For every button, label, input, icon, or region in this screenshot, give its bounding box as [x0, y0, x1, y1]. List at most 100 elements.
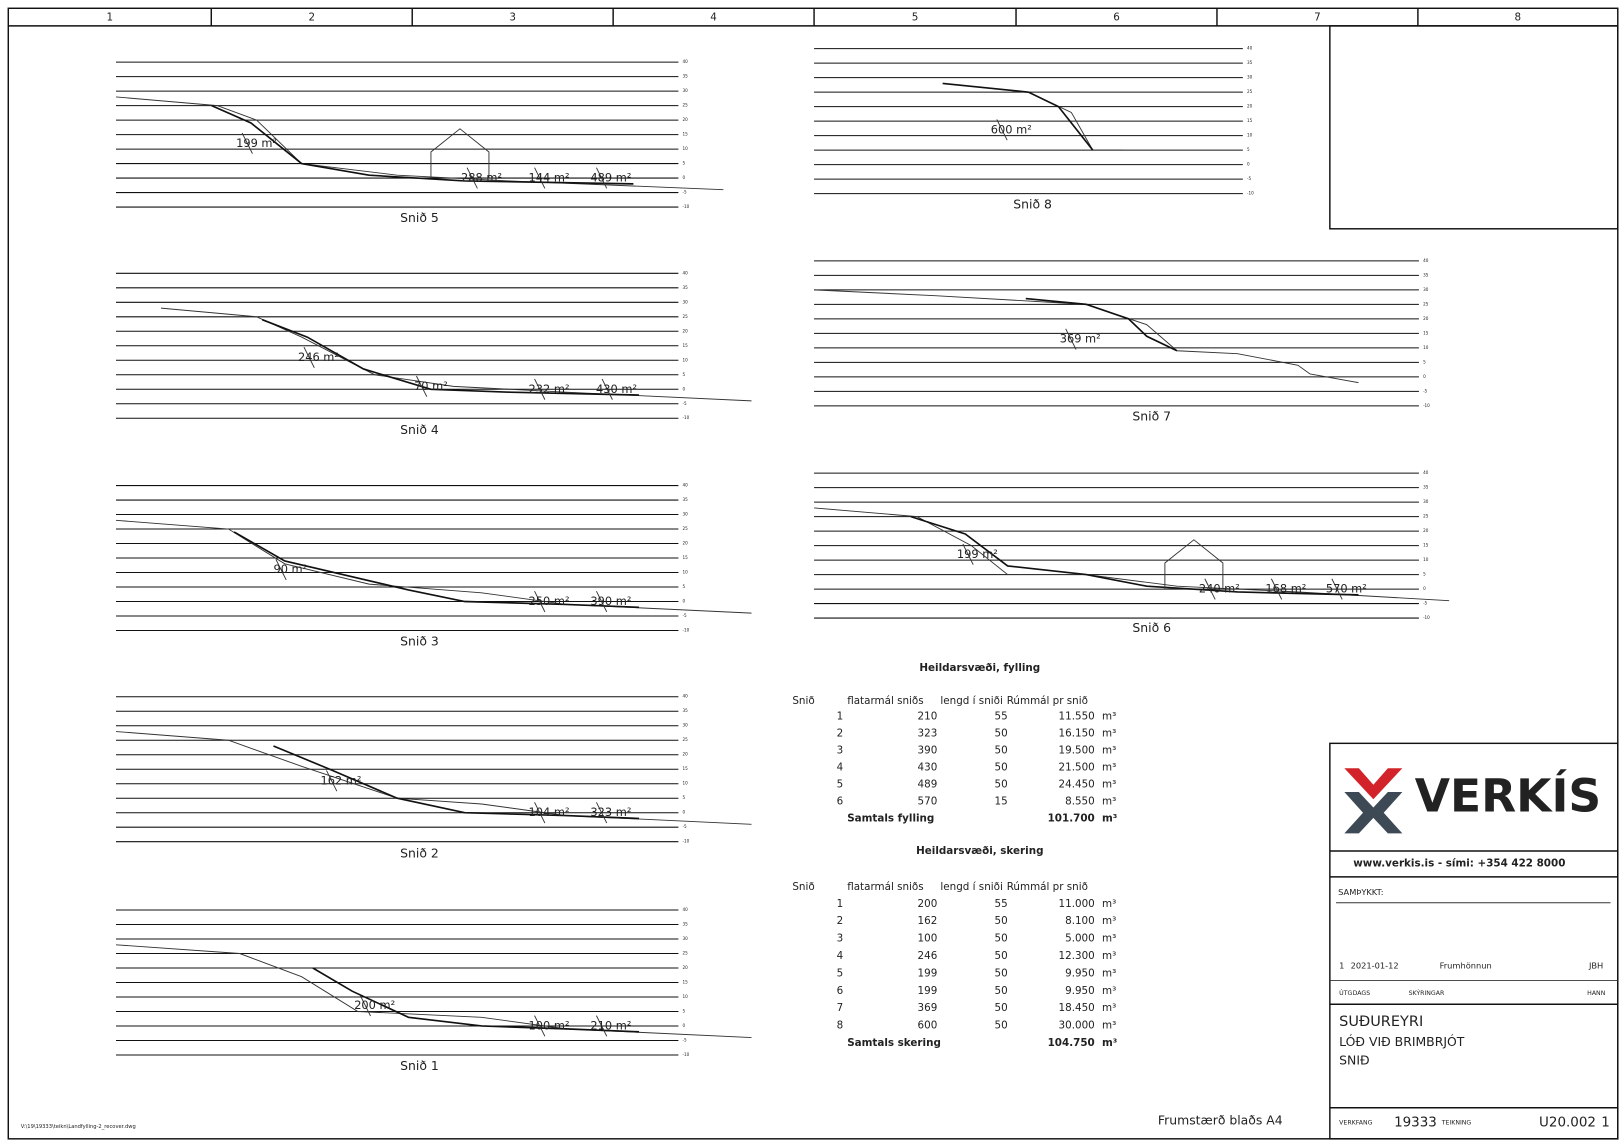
elevation-label: 30	[1423, 499, 1429, 504]
elevation-label: 25	[683, 314, 689, 319]
table-unit: m³	[1102, 985, 1116, 997]
table-cell: 50	[995, 727, 1008, 739]
table-total: 101.700	[1048, 812, 1095, 824]
elevation-label: 20	[1247, 104, 1253, 109]
elevation-label: 35	[1423, 485, 1429, 490]
elevation-label: 20	[1423, 316, 1429, 321]
elevation-label: 10	[683, 781, 689, 786]
elevation-label: -10	[683, 627, 690, 632]
area-leader	[534, 1015, 546, 1037]
table-title: Heildarsvæði, skering	[916, 845, 1043, 857]
elevation-label: 15	[1423, 330, 1429, 335]
elevation-label: 5	[683, 372, 686, 377]
elevation-label: 30	[683, 88, 689, 93]
drawing-title: SNIÐ	[1339, 1053, 1369, 1068]
table-cell: 4	[837, 761, 844, 773]
table-cell: 55	[995, 898, 1008, 910]
table-cell: 6	[837, 795, 844, 807]
elevation-label: 5	[1423, 359, 1426, 364]
elevation-label: 35	[1247, 60, 1253, 65]
elevation-label: 30	[683, 299, 689, 304]
elevation-label: 35	[683, 497, 689, 502]
table-cell: 50	[995, 985, 1008, 997]
elevation-label: 40	[1247, 46, 1253, 51]
elevation-label: 35	[1423, 272, 1429, 277]
elevation-label: 0	[1423, 374, 1426, 379]
elevation-label: 10	[683, 994, 689, 999]
elevation-label: -10	[1247, 191, 1254, 196]
table-cell: 390	[918, 744, 938, 756]
elevation-label: -5	[683, 190, 687, 195]
elevation-label: 30	[1247, 75, 1253, 80]
elevation-label: 10	[683, 357, 689, 362]
area-leader	[595, 590, 608, 613]
elevation-label: 10	[683, 146, 689, 151]
elevation-label: -10	[683, 1052, 690, 1057]
area-leader	[466, 167, 478, 189]
elevation-label: 10	[683, 570, 689, 575]
table-cell: 7	[837, 1002, 844, 1014]
terrain-profile	[115, 96, 724, 191]
elevation-label: 15	[683, 132, 689, 137]
table-cell: 162	[918, 915, 938, 927]
table-unit: m³	[1102, 967, 1116, 979]
elevation-label: 5	[683, 161, 686, 166]
table-cell: 8	[837, 1020, 844, 1032]
elevation-label: -5	[683, 824, 687, 829]
outer-frame	[7, 7, 1619, 1140]
area-label: 90 m²	[273, 562, 307, 576]
table-cell: 3	[837, 744, 844, 756]
area-leader	[303, 346, 315, 368]
table-unit: m³	[1102, 1037, 1117, 1049]
section-title: Snið 3	[400, 633, 439, 648]
table-header: Snið	[792, 881, 814, 893]
section-title: Snið 7	[1132, 409, 1171, 424]
elevation-label: 25	[1247, 89, 1253, 94]
area-label: 369 m²	[1060, 332, 1101, 346]
area-label: 100 m²	[529, 1018, 570, 1032]
elevation-label: 15	[683, 343, 689, 348]
area-label: 250 m²	[529, 594, 570, 608]
revision-header: ÚTG	[1339, 988, 1352, 997]
table-cell: 50	[995, 933, 1008, 945]
revision-no: 1	[1601, 1115, 1610, 1130]
elevation-label: -5	[1423, 601, 1427, 606]
table-cell: 246	[918, 950, 938, 962]
section-title: Snið 5	[400, 210, 439, 225]
design-profile	[910, 515, 1359, 596]
area-label: 323 m²	[590, 805, 631, 819]
terrain-profile	[115, 731, 752, 825]
column-label: 2	[308, 12, 315, 24]
table-cell: 9.950	[1065, 967, 1095, 979]
terrain-profile	[115, 944, 752, 1039]
elevation-label: 15	[1247, 118, 1253, 123]
terrain-profile	[115, 519, 752, 614]
table-unit: m³	[1102, 710, 1116, 722]
file-path: V:\19\19333\teikn\Landfylling-2_recover.…	[21, 1124, 136, 1130]
building	[1164, 539, 1224, 590]
table-header: Snið	[792, 695, 814, 707]
table-cell: 323	[918, 727, 938, 739]
logo-icon	[1344, 768, 1403, 834]
area-leader	[595, 167, 608, 189]
area-label: 570 m²	[1326, 582, 1367, 596]
area-leader	[1331, 578, 1343, 600]
elevation-label: 40	[1423, 258, 1429, 263]
table-header: Rúmmál pr snið	[1007, 695, 1088, 707]
elevation-label: 5	[683, 1008, 686, 1013]
table-cell: 199	[918, 967, 938, 979]
elevation-label: 15	[1423, 543, 1429, 548]
project-subtitle: LÓÐ VIÐ BRIMBRJÓT	[1339, 1034, 1465, 1049]
table-cell: 24.450	[1059, 778, 1095, 790]
elevation-label: 0	[683, 1023, 686, 1028]
table-cell: 19.500	[1059, 744, 1095, 756]
elevation-label: 20	[683, 965, 689, 970]
area-leader	[1270, 578, 1283, 600]
area-label: 144 m²	[529, 171, 570, 185]
design-profile	[211, 104, 634, 185]
terrain-profile	[160, 307, 752, 402]
elevation-label: 25	[683, 737, 689, 742]
table-cell: 15	[995, 795, 1008, 807]
table-unit: m³	[1102, 727, 1116, 739]
